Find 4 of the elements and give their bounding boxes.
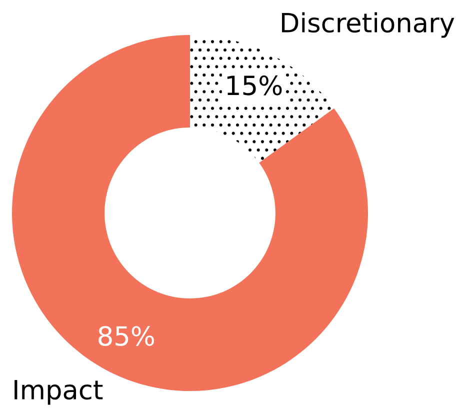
data-label: 85% [98,326,154,346]
slice-label: Discretionary [282,12,454,38]
slice-label: Impact [14,380,103,405]
data-label: 15% [227,75,282,96]
